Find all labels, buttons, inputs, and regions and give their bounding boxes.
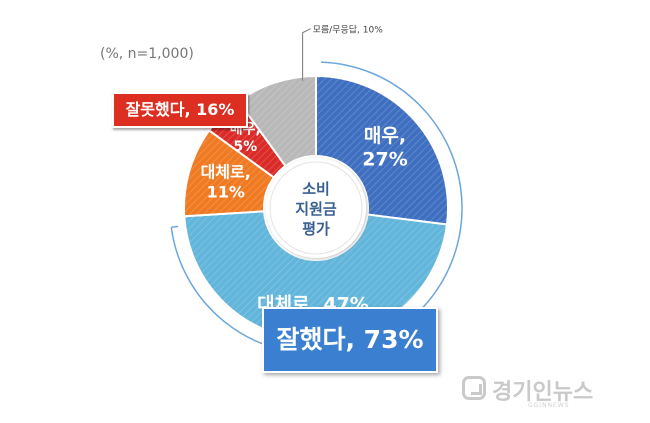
positive-group-bracket bbox=[170, 61, 463, 355]
center-label: 소비 지원금 평가 bbox=[295, 180, 337, 238]
unknown-slice-label: 모름/무응답, 10% bbox=[313, 24, 384, 36]
newspaper-logo-icon bbox=[462, 376, 486, 400]
slice-hatch bbox=[183, 130, 274, 217]
slice-hatch bbox=[316, 76, 448, 225]
slice-hatch bbox=[238, 76, 316, 166]
watermark: 경기인뉴스 GGINNEWS bbox=[462, 374, 642, 414]
slice-label: 매우, 27% bbox=[362, 125, 407, 171]
watermark-subtext: GGINNEWS bbox=[528, 402, 570, 409]
sample-note: (%, n=1,000) bbox=[100, 46, 194, 62]
center-ring bbox=[269, 161, 363, 255]
slice-label: 대체로, 11% bbox=[201, 162, 251, 201]
positive-total-callout: 잘했다, 73% bbox=[262, 307, 438, 373]
watermark-text: 경기인뉴스 bbox=[492, 380, 594, 405]
center-circle bbox=[266, 158, 366, 258]
leader-line bbox=[302, 28, 311, 81]
bracket-tick bbox=[171, 225, 179, 229]
negative-total-callout: 잘못했다, 16% bbox=[112, 92, 248, 128]
